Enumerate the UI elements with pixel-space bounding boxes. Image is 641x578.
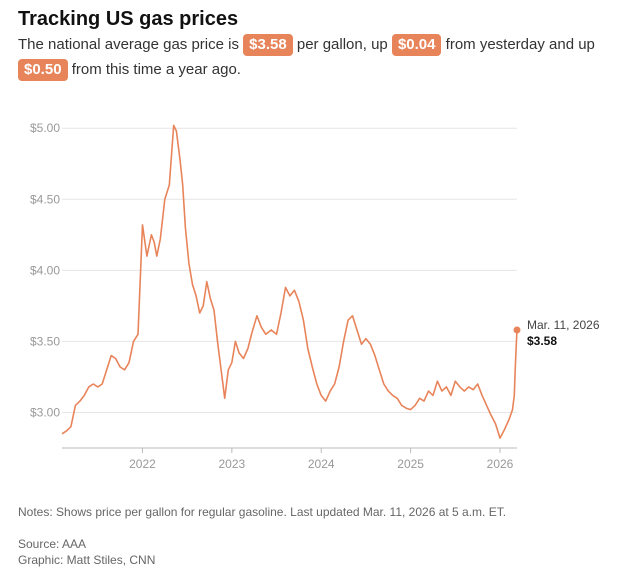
y-tick-label: $4.50: [30, 192, 60, 206]
price-series-line: [61, 124, 518, 439]
y-axis-ticks: $3.00 $3.50 $4.00 $4.50 $5.00: [30, 121, 60, 419]
grid-lines: [62, 127, 517, 413]
chart-source: Source: AAA Graphic: Matt Stiles, CNN: [18, 536, 155, 568]
latest-price-dot: [513, 326, 521, 334]
x-tick-label: 2024: [308, 457, 335, 471]
x-tick-label: 2025: [397, 457, 424, 471]
subtitle-text-4: from this time a year ago.: [71, 61, 241, 78]
subtitle-text-1: The national average gas price is: [18, 36, 239, 53]
y-tick-label: $5.00: [30, 121, 60, 135]
y-tick-label: $3.00: [30, 405, 60, 419]
chart-notes: Notes: Shows price per gallon for regula…: [18, 505, 507, 519]
subtitle-text-2: per gallon, up: [296, 36, 388, 53]
x-tick-label: 2026: [487, 457, 514, 471]
credit-line: Graphic: Matt Stiles, CNN: [18, 553, 156, 567]
year-change-pill: $0.50: [18, 59, 68, 81]
x-tick-label: 2022: [129, 457, 156, 471]
subtitle: The national average gas price is $3.58 …: [18, 32, 628, 82]
y-tick-label: $3.50: [30, 334, 60, 348]
subtitle-text-3: from yesterday and up: [445, 36, 595, 53]
gas-price-chart: $3.00$3.50$4.00$4.50$5.00 2022 2023 2024 20…: [30, 121, 600, 471]
page-title: Tracking US gas prices: [18, 8, 239, 30]
source-line: Source: AAA: [18, 537, 87, 551]
latest-price-label: $3.58: [527, 334, 557, 348]
price-pill: $3.58: [243, 34, 293, 56]
x-axis-ticks: 2022 2023 2024 2025 2026: [129, 448, 514, 471]
latest-date-label: Mar. 11, 2026: [527, 318, 600, 332]
day-change-pill: $0.04: [391, 34, 442, 56]
y-tick-label: $4.00: [30, 263, 60, 277]
x-tick-label: 2023: [218, 457, 245, 471]
